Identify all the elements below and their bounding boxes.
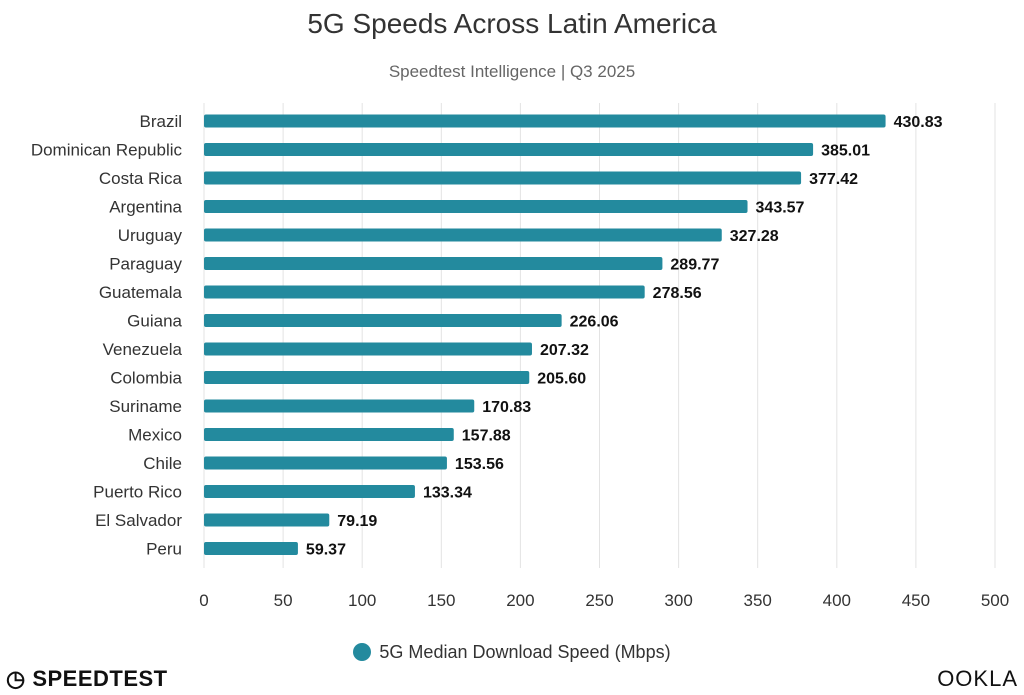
data-label: 430.83	[894, 114, 943, 131]
bar	[204, 371, 530, 384]
bar	[204, 228, 722, 242]
bar	[204, 542, 298, 555]
bar	[204, 143, 814, 156]
x-tick-label: 200	[506, 591, 534, 610]
category-label: Brazil	[139, 112, 182, 131]
x-tick-label: 400	[823, 591, 851, 610]
data-label: 343.57	[756, 200, 805, 217]
category-label: Costa Rica	[99, 169, 183, 188]
category-label: Peru	[146, 540, 182, 559]
data-label: 278.56	[653, 285, 702, 302]
category-label: Argentina	[109, 198, 182, 217]
category-label: Paraguay	[109, 255, 182, 274]
category-label: Suriname	[109, 397, 182, 416]
bar	[204, 342, 532, 356]
x-tick-label: 250	[585, 591, 613, 610]
data-label: 205.60	[537, 371, 586, 388]
bar	[204, 314, 562, 327]
ookla-logo: OOKLA	[937, 666, 1018, 691]
category-label: Uruguay	[118, 226, 183, 245]
bar	[204, 114, 886, 128]
category-label: Venezuela	[103, 340, 183, 359]
bar	[204, 485, 415, 498]
x-tick-label: 0	[199, 591, 208, 610]
data-label: 157.88	[462, 428, 511, 445]
data-label: 79.19	[337, 513, 377, 530]
data-label: 133.34	[423, 485, 472, 502]
x-tick-label: 300	[664, 591, 692, 610]
x-tick-label: 450	[902, 591, 930, 610]
x-tick-label: 150	[427, 591, 455, 610]
bar	[204, 257, 663, 270]
bar	[204, 285, 645, 299]
bar	[204, 456, 447, 470]
bar	[204, 171, 802, 185]
category-label: Puerto Rico	[93, 483, 182, 502]
legend: 5G Median Download Speed (Mbps)	[0, 642, 1024, 663]
data-label: 327.28	[730, 228, 779, 245]
x-tick-label: 500	[981, 591, 1009, 610]
data-label: 226.06	[570, 314, 619, 331]
category-label: Mexico	[128, 426, 182, 445]
legend-label: 5G Median Download Speed (Mbps)	[379, 642, 671, 662]
x-tick-label: 350	[744, 591, 772, 610]
data-label: 377.42	[809, 171, 858, 188]
category-label: Colombia	[110, 369, 182, 388]
speedtest-logo-text: SPEEDTEST	[32, 666, 168, 691]
bar	[204, 399, 475, 413]
speedtest-logo: ◷ SPEEDTEST	[6, 666, 168, 691]
bar	[204, 200, 748, 213]
data-label: 153.56	[455, 456, 504, 473]
legend-swatch	[353, 643, 372, 661]
category-label: Guiana	[127, 312, 182, 331]
data-label: 289.77	[670, 257, 719, 274]
data-label: 385.01	[821, 143, 870, 160]
category-label: Dominican Republic	[31, 141, 183, 160]
bar	[204, 428, 454, 441]
data-label: 59.37	[306, 542, 346, 559]
x-tick-label: 50	[274, 591, 293, 610]
chart-title: 5G Speeds Across Latin America	[307, 8, 717, 39]
chart-subtitle: Speedtest Intelligence | Q3 2025	[388, 62, 636, 81]
data-label: 170.83	[482, 399, 531, 416]
bar	[204, 513, 330, 527]
category-label: Guatemala	[99, 283, 183, 302]
data-label: 207.32	[540, 342, 589, 359]
x-tick-label: 100	[348, 591, 376, 610]
category-label: El Salvador	[95, 511, 182, 530]
category-label: Chile	[143, 454, 182, 473]
